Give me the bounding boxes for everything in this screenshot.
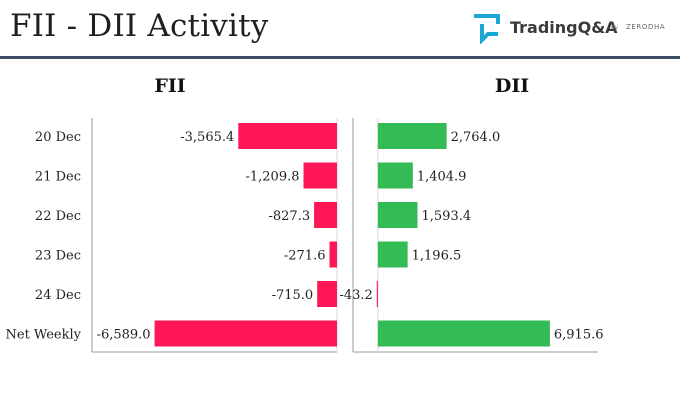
dii-panel-title: DII [495, 75, 529, 97]
category-label-1: 21 Dec [35, 170, 81, 185]
dii-value-label-3: 1,196.5 [412, 249, 462, 264]
category-label-3: 23 Dec [35, 249, 81, 264]
dii-bar-3 [377, 241, 408, 268]
logo-text: TradingQ&A [510, 18, 618, 37]
page-title: FII - DII Activity [10, 8, 269, 44]
fii-value-label-4: -715.0 [272, 288, 314, 303]
dii-bar-0 [377, 123, 447, 149]
fii-panel-title: FII [154, 75, 185, 97]
dii-bar-1 [377, 162, 413, 189]
fii-bar-2 [314, 202, 337, 228]
category-label-0: 20 Dec [35, 130, 81, 145]
dii-value-label-4: -43.2 [339, 288, 372, 303]
fii-value-label-3: -271.6 [284, 249, 326, 264]
fii-bar-0 [238, 123, 337, 149]
logo-brand: ZERODHA [626, 23, 666, 31]
tradingqa-logo-icon [474, 14, 500, 44]
header-divider [0, 56, 680, 59]
fii-value-label-1: -1,209.8 [245, 170, 299, 185]
category-label-5: Net Weekly [6, 328, 82, 343]
tradingqa-logo[interactable]: TradingQ&A by ZERODHA [472, 14, 672, 44]
fii-dii-chart: FII -3,565.4 20 Dec -1,209.8 21 Dec -827.3 22 … [6, 75, 604, 353]
fii-bar-5 [154, 320, 337, 347]
category-label-4: 24 Dec [35, 288, 81, 303]
dii-value-label-1: 1,404.9 [417, 170, 467, 185]
dii-bar-5 [377, 320, 550, 347]
fii-bar-1 [303, 162, 337, 189]
dii-bar-4 [376, 281, 378, 307]
logo-by: by [611, 24, 619, 31]
dii-value-label-2: 1,593.4 [422, 209, 472, 224]
category-label-2: 22 Dec [35, 209, 81, 224]
fii-bar-3 [329, 241, 337, 268]
fii-value-label-5: -6,589.0 [97, 328, 151, 343]
fii-value-label-2: -827.3 [268, 209, 310, 224]
dii-value-label-5: 6,915.6 [554, 328, 604, 343]
dii-bar-2 [377, 202, 418, 228]
dii-value-label-0: 2,764.0 [451, 130, 501, 145]
fii-value-label-0: -3,565.4 [180, 130, 234, 145]
fii-bar-4 [317, 281, 337, 307]
